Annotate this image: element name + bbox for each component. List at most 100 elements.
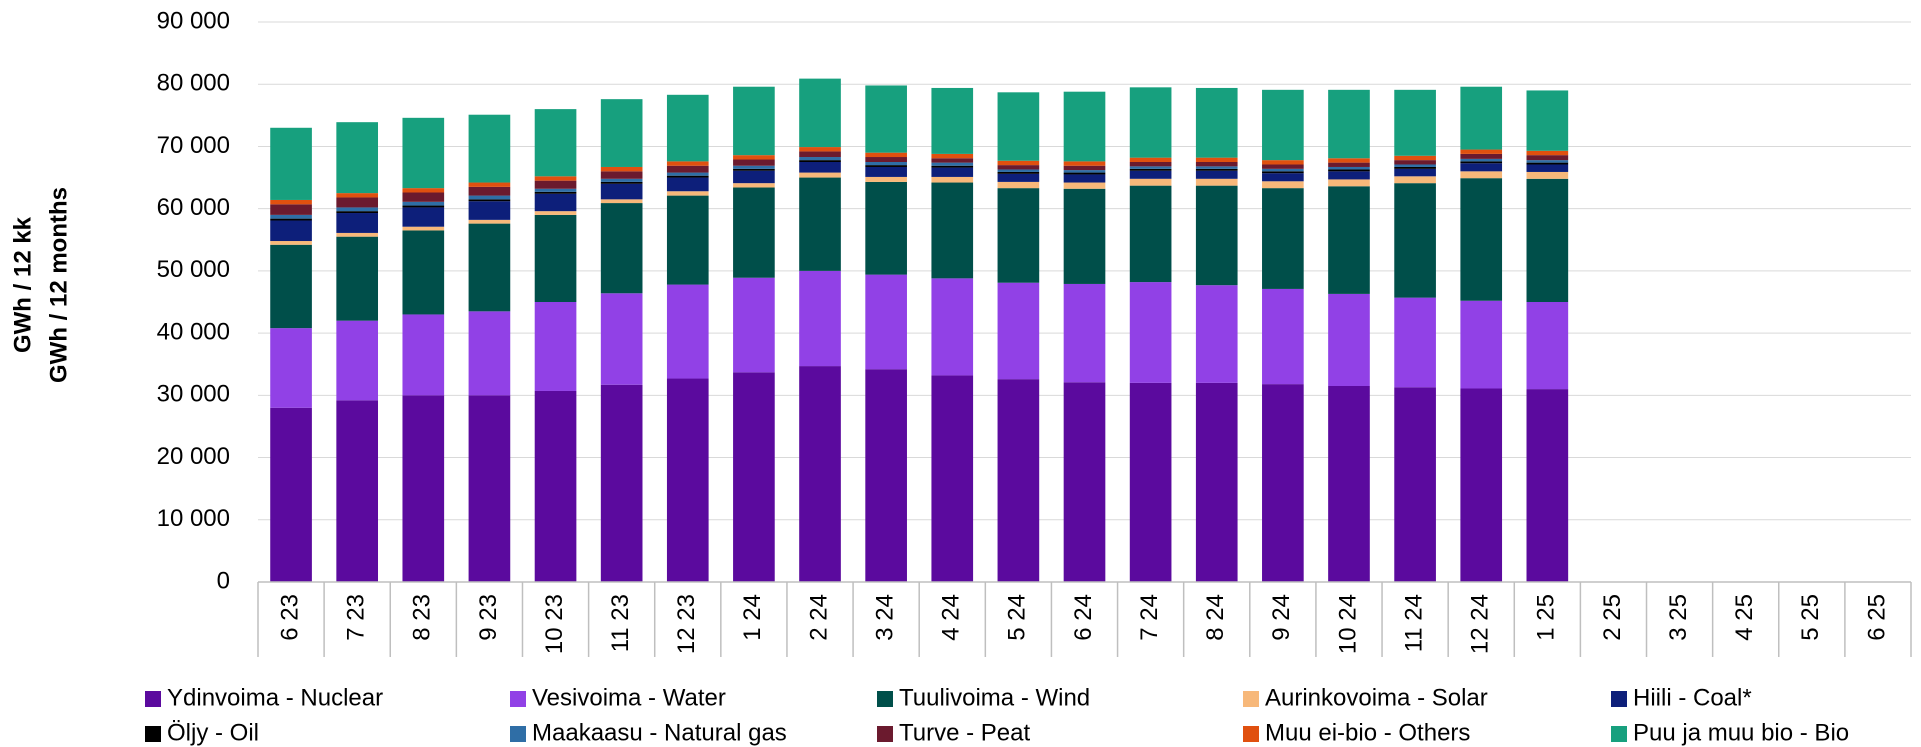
bar-segment [865,85,907,153]
bar-segment [468,311,511,396]
bar-segment [1460,300,1503,389]
bar-segment [600,166,643,172]
x-tick-label: 11 23 [607,594,634,652]
bar-segment [1129,162,1172,167]
y-tick-label: 60 000 [157,194,230,221]
bar-segment [1526,178,1569,302]
bar-segment [534,180,577,189]
bar-segment [534,214,577,302]
bar-segment [1328,179,1370,187]
bar-segment [666,195,709,285]
bar-segment [865,152,907,158]
bar-segment [1129,170,1172,179]
x-tick-label: 6 24 [1070,594,1097,641]
legend-swatch [1611,726,1627,742]
bar-segment [733,372,775,582]
bar-segment [1328,293,1370,386]
bar-segment [1328,386,1370,582]
bar-segment [534,193,577,212]
bar-segment [733,168,775,171]
bar-segment [402,205,445,208]
bar-segment [336,320,379,401]
bar-segment [270,407,312,582]
bar-segment [1460,153,1503,159]
bar-segment [402,207,445,227]
bar-segment [270,199,312,205]
legend-label: Puu ja muu bio - Bio [1633,719,1849,746]
bar-segment [931,375,974,582]
legend-swatch [1243,691,1259,707]
bar-segment [997,282,1040,380]
y-tick-label: 70 000 [157,132,230,159]
bar-segment [799,172,841,178]
bar-segment [865,162,907,166]
bar-segment [336,122,379,194]
y-tick-label: 90 000 [157,7,230,34]
bar-segment [865,176,907,182]
bar-segment [799,160,841,162]
bar-segment [1394,183,1436,298]
x-tick-label: 7 24 [1136,594,1163,641]
bar-segment [1526,155,1569,161]
bar-segment [997,169,1040,172]
bar-segment [931,162,974,166]
legend-swatch [877,726,893,742]
legend-label: Maakaasu - Natural gas [532,719,787,746]
legend-label: Turve - Peat [899,719,1030,746]
bar-segment [1195,185,1238,286]
x-tick-label: 12 24 [1467,594,1494,654]
legend-swatch [1611,691,1627,707]
legend-swatch [510,726,526,742]
bar-segment [270,218,312,221]
bar-segment [468,199,511,202]
y-tick-label: 80 000 [157,70,230,97]
bar-segment [600,99,643,167]
bar-segment [534,390,577,582]
bar-segment [1129,168,1172,171]
bar-segment [1063,174,1106,183]
bar-segment [733,277,775,373]
bar-segment [402,201,445,206]
x-tick-label: 7 23 [343,594,370,641]
bar-segment [336,197,379,208]
bar-segment [270,220,312,242]
bar-segment [865,181,907,275]
bar-segment [534,191,577,194]
x-tick-label: 10 24 [1334,594,1361,654]
bar-segment [468,395,511,582]
bar-segment [1526,302,1569,390]
legend-swatch [877,691,893,707]
bar-segment [997,173,1040,182]
legend-label: Öljy - Oil [167,719,259,746]
bar-segment [600,178,643,182]
bar-segment [468,201,511,220]
bar-segment [1526,162,1569,165]
bar-segment [336,211,379,214]
y-axis-title: GWh / 12 kk [9,216,36,353]
bar-segment [468,195,511,200]
bar-segment [468,223,511,312]
bar-segment [402,230,445,315]
bar-segment [1394,160,1436,165]
bar-segment [1394,176,1436,184]
bar-segment [1195,382,1238,582]
bar-segment [1460,161,1503,164]
bar-segment [402,192,445,202]
bar-segment [1195,168,1238,171]
bar-segment [931,165,974,168]
bar-segment [1394,89,1436,156]
bar-segment [534,211,577,215]
bar-segment [534,188,577,192]
bar-segment [997,160,1040,166]
bar-segment [1328,171,1370,180]
bar-segment [799,177,841,271]
legend-label: Ydinvoima - Nuclear [167,684,383,711]
bar-segment [1195,157,1238,162]
bar-segment [402,314,445,396]
x-tick-label: 6 23 [276,594,303,641]
bar-segment [1262,181,1304,189]
bar-segment [1195,162,1238,167]
bar-segment [931,153,974,159]
bar-segment [600,384,643,582]
